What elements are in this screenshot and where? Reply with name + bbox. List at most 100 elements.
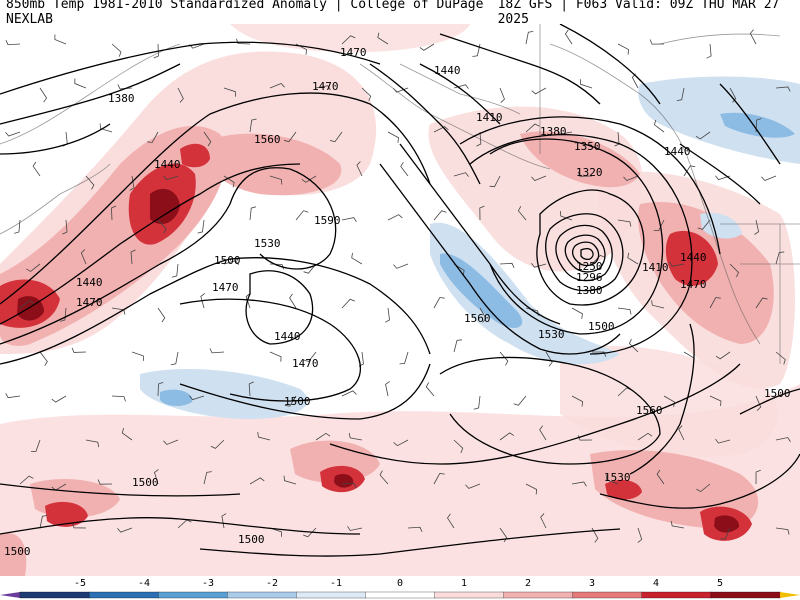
wind-barb [236, 38, 251, 45]
wind-barb [245, 293, 251, 309]
wind-barb [5, 131, 21, 137]
wind-barb [560, 210, 573, 221]
wind-barb [19, 475, 34, 485]
wind-barb [315, 85, 331, 91]
wind-barb [499, 262, 515, 269]
wind-barb [74, 78, 87, 89]
wind-barb [157, 219, 167, 234]
wind-barb [39, 87, 48, 103]
strong-warm-anomaly [150, 188, 180, 225]
wind-barb [577, 171, 593, 177]
colorbar-tick-label: 0 [397, 578, 403, 589]
wind-barb [393, 439, 409, 447]
wind-barb [341, 390, 357, 397]
colorbar-tick-label: -4 [138, 578, 150, 589]
warm-anomaly-area [560, 345, 778, 457]
strong-warm-anomaly [334, 473, 354, 488]
wind-barb [637, 527, 643, 543]
wind-barb [384, 307, 390, 323]
wind-barb [341, 35, 356, 45]
wind-barb [71, 523, 87, 529]
wind-barb [269, 175, 283, 185]
wind-barb [479, 205, 485, 221]
wind-barb [749, 29, 757, 45]
wind-barb [111, 205, 117, 221]
wind-barb [571, 481, 587, 487]
wind-barb [248, 381, 254, 397]
wind-barb [283, 475, 297, 485]
wind-barb [531, 175, 547, 182]
wind-barb [433, 126, 449, 133]
wind-barb [706, 43, 712, 59]
contour-label: 1530 [604, 471, 631, 484]
colorbar-segment [19, 591, 90, 599]
contour-label: 1440 [664, 145, 691, 158]
contour-label: 1470 [76, 296, 103, 309]
wind-barb [591, 351, 607, 357]
colorbar-tick-label: 4 [653, 578, 659, 589]
wind-barb [775, 251, 785, 265]
wind-barb [540, 513, 547, 529]
wind-barb [5, 40, 21, 46]
colorbar-tick-label: 3 [589, 578, 595, 589]
warm-anomaly-area [200, 133, 342, 196]
contour-label: 1530 [538, 328, 565, 341]
contour-label: 1380 [108, 92, 135, 105]
wind-barb [111, 395, 126, 402]
wind-barb [400, 161, 409, 177]
wind-barb [26, 263, 41, 272]
colorbar-low-arrow [0, 592, 20, 598]
anomaly-shading [0, 24, 800, 576]
wind-barb [729, 263, 739, 278]
contour-label: 1320 [576, 166, 603, 179]
wind-barb [433, 473, 445, 485]
wind-barb [303, 527, 317, 538]
wind-barb [472, 43, 481, 57]
wind-barb [111, 43, 122, 57]
cold-anomaly-area [140, 369, 308, 419]
wind-barb [147, 131, 159, 143]
wind-barbs [5, 29, 791, 543]
colorbar-high-arrow [780, 592, 800, 598]
wind-barb [171, 263, 179, 278]
colorbar-tick-label: 1 [461, 578, 467, 589]
wind-barb [303, 351, 317, 362]
wind-barb [531, 263, 547, 268]
wind-barb [617, 307, 632, 315]
wind-barb [628, 338, 639, 353]
wind-barb [453, 439, 464, 454]
contour-label: 1500 [764, 387, 791, 400]
contour-label: 1350 [574, 140, 601, 153]
wind-barb [678, 425, 685, 441]
wind-barb [154, 469, 159, 485]
wind-barb [453, 339, 463, 353]
wind-barb [269, 351, 282, 362]
wind-barb [525, 483, 538, 495]
wind-barb [433, 210, 447, 221]
wind-barb [54, 34, 67, 45]
wind-barb [653, 219, 665, 232]
wind-barb [715, 438, 731, 444]
contour-label: 1440 [434, 64, 461, 77]
wind-barb [223, 87, 237, 97]
wind-barb [571, 307, 583, 319]
warm-anomaly-core [180, 143, 210, 168]
wind-barb [284, 395, 297, 407]
colorbar-tick-label: -2 [266, 578, 278, 589]
colorbar-segment [572, 591, 643, 599]
contour-label: 1470 [680, 278, 707, 291]
wind-barb [525, 30, 534, 45]
wind-barb [775, 351, 786, 365]
wind-barb [447, 513, 455, 529]
contour-label: 1296 [576, 271, 603, 284]
contour-label: 1560 [636, 404, 663, 417]
wind-barb [170, 351, 179, 366]
contour-label: 1590 [314, 214, 341, 227]
wind-barb [709, 297, 721, 309]
wind-barb [223, 260, 239, 265]
wind-barb [5, 393, 21, 399]
wind-barb [257, 432, 271, 441]
wind-barb [80, 249, 87, 265]
wind-barb [315, 432, 331, 441]
wind-barb [347, 526, 363, 531]
